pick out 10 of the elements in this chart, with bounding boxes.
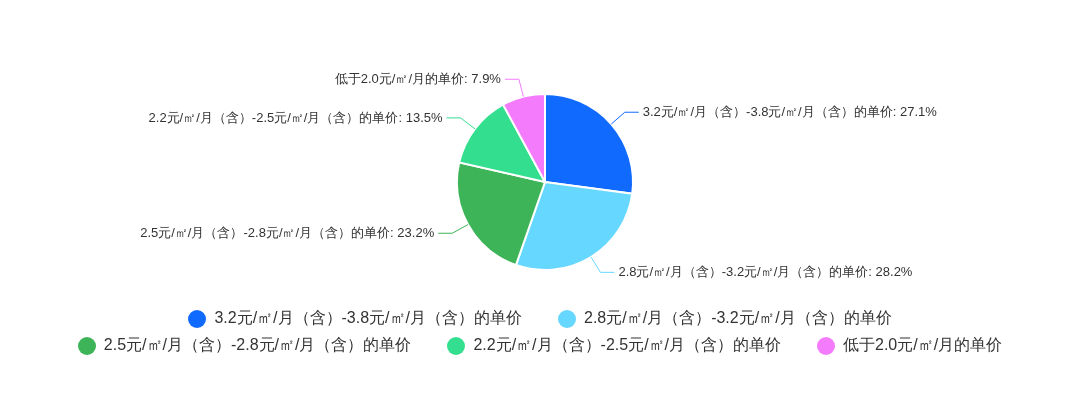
legend-label: 3.2元/㎡/月（含）-3.8元/㎡/月（含）的单价 <box>214 308 522 328</box>
legend-label: 2.2元/㎡/月（含）-2.5元/㎡/月（含）的单价 <box>473 335 782 355</box>
data-label: 3.2元/㎡/月（含）-3.8元/㎡/月（含）的单价: 27.1% <box>642 104 938 120</box>
data-label: 2.8元/㎡/月（含）-3.2元/㎡/月（含）的单价: 28.2% <box>618 264 913 280</box>
legend-label: 2.5元/㎡/月（含）-2.8元/㎡/月（含）的单价 <box>103 335 412 355</box>
legend-label: 低于2.0元/㎡/月的单价 <box>843 335 1003 355</box>
legend-label: 2.8元/㎡/月（含）-3.2元/㎡/月（含）的单价 <box>584 308 892 328</box>
data-label: 2.2元/㎡/月（含）-2.5元/㎡/月（含）的单价: 13.5% <box>148 109 444 125</box>
data-label: 2.5元/㎡/月（含）-2.8元/㎡/月（含）的单价: 23.2% <box>140 225 435 241</box>
data-label: 低于2.0元/㎡/月的单价: 7.9% <box>334 71 502 87</box>
